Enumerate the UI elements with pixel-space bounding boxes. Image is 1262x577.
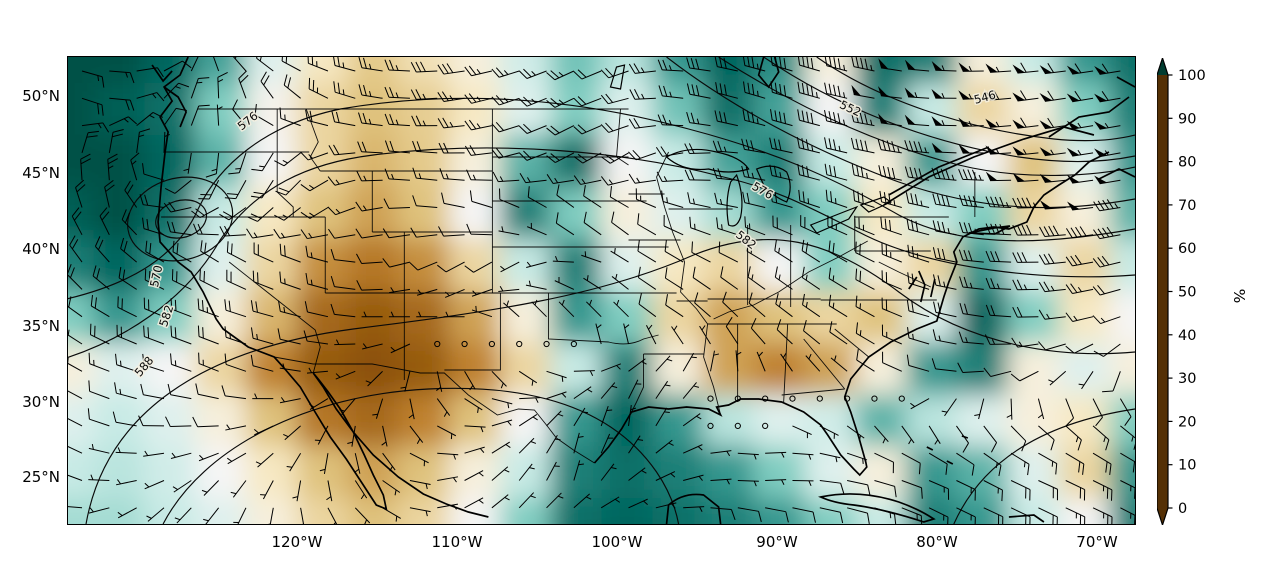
colorbar: 0 10 20 30 40 50 60 70 80 90 100 %: [1157, 58, 1248, 525]
colorbar-tick-label: 20: [1178, 414, 1196, 430]
colorbar-tick-label: 0: [1178, 501, 1187, 517]
state-borders-plains: [492, 108, 681, 345]
map-plot-area: 570 576 582 588 576 582 552 546: [67, 56, 1136, 525]
y-tick-label: 50°N: [22, 87, 60, 105]
x-tick-label: 90°W: [756, 533, 798, 551]
st-lawrence-river: [883, 126, 1065, 206]
lake-erie: [809, 205, 859, 234]
colorbar-tick-label: 50: [1178, 285, 1196, 301]
lake-huron: [755, 165, 791, 203]
state-borders-midwest: [668, 172, 976, 320]
height-contour: [816, 57, 1135, 142]
x-tick-label: 100°W: [591, 533, 643, 551]
lake-michigan: [726, 173, 743, 227]
colorbar-ticks: 0 10 20 30 40 50 60 70 80 90 100: [1168, 68, 1206, 517]
geography-borders-layer: [151, 57, 1135, 524]
x-tick-label: 120°W: [271, 533, 323, 551]
colorbar-tick-label: 30: [1178, 371, 1196, 387]
pacific-coastline: [157, 57, 489, 518]
y-tick-label: 45°N: [22, 164, 60, 182]
y-tick-label: 25°N: [22, 468, 60, 486]
state-borders-south: [631, 261, 937, 413]
nova-scotia-newfoundland: [1048, 76, 1135, 180]
colorbar-tick-label: 70: [1178, 198, 1196, 214]
y-tick-label: 40°N: [22, 240, 60, 258]
lake-winnipeg: [609, 64, 626, 90]
colorbar-tick-label: 10: [1178, 458, 1196, 474]
y-tick-label: 35°N: [22, 317, 60, 335]
lake-ontario: [859, 196, 892, 213]
x-tick-label: 70°W: [1076, 533, 1118, 551]
colorbar-extend-min-arrow: [1157, 508, 1168, 525]
colorbar-extend-max-arrow: [1157, 58, 1168, 75]
long-island: [968, 225, 1011, 235]
height-contour: [85, 238, 1135, 524]
x-tick-label: 110°W: [431, 533, 483, 551]
colorbar-tick-label: 100: [1178, 68, 1206, 84]
cuba: [818, 493, 936, 523]
mississippi-river: [656, 151, 722, 416]
height-contour: [763, 57, 1135, 163]
puget-sound: [151, 64, 188, 128]
colorbar-tick-label: 40: [1178, 328, 1196, 344]
colorbar-unit-label: %: [1230, 289, 1248, 304]
lake-superior: [665, 148, 750, 173]
height-contour: [127, 176, 234, 262]
contour-label: 570: [147, 264, 165, 288]
height-contour: [162, 387, 680, 524]
y-tick-label: 30°N: [22, 393, 60, 411]
colorbar-tick-label: 90: [1178, 111, 1196, 127]
bahamas-islands: [926, 435, 1045, 523]
x-tick-label: 80°W: [916, 533, 958, 551]
colorbar-tick-label: 80: [1178, 155, 1196, 171]
colorbar-tick-label: 60: [1178, 241, 1196, 257]
mexico-border: [274, 356, 595, 464]
height-contour: [155, 199, 208, 239]
colorbar-gradient: [1157, 75, 1168, 508]
wind-barbs-layer: [68, 57, 1135, 524]
